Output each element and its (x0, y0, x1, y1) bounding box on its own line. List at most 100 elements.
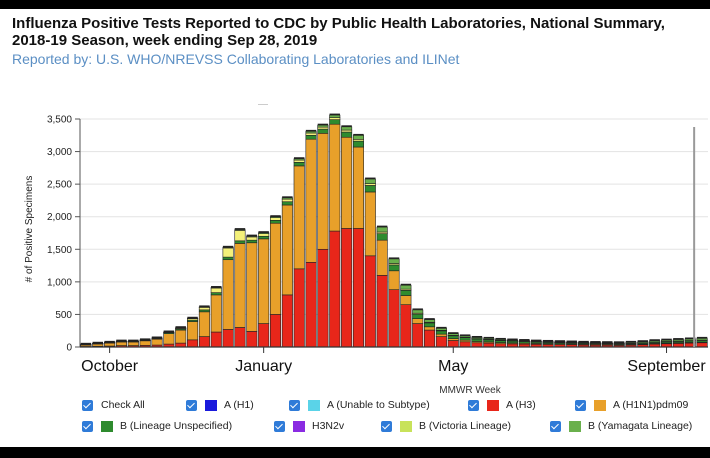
bar-segment (210, 294, 222, 333)
bar-segment (246, 235, 258, 238)
legend-item-a-h1[interactable]: A (H1) (186, 399, 254, 411)
bar-cap (673, 338, 684, 340)
checkbox-icon[interactable] (274, 420, 285, 432)
bar-segment (435, 333, 447, 337)
legend-label: B (Yamagata Lineage) (588, 420, 693, 432)
legend-check-all[interactable]: Check All (82, 399, 145, 411)
bar-segment (696, 342, 708, 348)
bar-cap (625, 340, 637, 343)
bar-segment (175, 327, 187, 329)
legend-swatch (487, 399, 499, 411)
bar-cap (661, 338, 672, 341)
checkbox-icon[interactable] (575, 399, 586, 411)
bar-segment (447, 340, 459, 348)
bar-segment (412, 309, 424, 314)
checkbox-icon[interactable] (381, 420, 392, 432)
bar-segment (412, 313, 424, 319)
bar-segment (151, 337, 163, 339)
bar-cap (258, 231, 269, 233)
legend-swatch (569, 420, 581, 432)
bar-cap (530, 339, 542, 342)
bar-segment (246, 242, 258, 332)
legend-item-h3n2v[interactable]: H3N2v (274, 420, 344, 432)
bar-segment (139, 339, 151, 341)
y-tick-label: 1,000 (47, 277, 72, 288)
legend-swatch (205, 399, 217, 411)
bar-segment (412, 323, 424, 348)
bar-segment (210, 287, 222, 289)
legend-label: H3N2v (312, 420, 345, 432)
bar-cap (199, 305, 210, 307)
bar-segment (258, 233, 270, 237)
chart-title: Influenza Positive Tests Reported to CDC… (12, 15, 702, 49)
bar-cap (116, 339, 127, 342)
legend-item-a-h3[interactable]: A (H3) (468, 399, 536, 411)
bar-segment (281, 198, 293, 203)
bar-segment (305, 138, 317, 263)
legend-item-b-lineage-unspecified[interactable]: B (Lineage Unspecified) (82, 420, 232, 432)
bar-segment (566, 341, 578, 343)
checkbox-icon[interactable] (289, 399, 300, 411)
legend-item-b-yamagata-lineage[interactable]: B (Yamagata Lineage) (550, 420, 692, 432)
bar-segment (495, 339, 507, 341)
x-month-label: September (627, 358, 706, 375)
bar-segment (198, 306, 210, 308)
bar-segment (589, 342, 601, 344)
bar-segment (364, 178, 376, 184)
checkbox-icon[interactable] (468, 399, 479, 411)
bar-cap (590, 341, 601, 343)
bar-cap (151, 336, 163, 339)
checkbox-icon[interactable] (550, 420, 561, 432)
bar-cap (507, 338, 518, 341)
bar-segment (246, 239, 258, 244)
bar-segment (471, 337, 483, 339)
bar-segment (341, 136, 353, 229)
bar-segment (281, 197, 293, 200)
bar-segment (222, 256, 234, 261)
bar-segment (435, 328, 447, 331)
legend-item-a-unable-to-subtype[interactable]: A (Unable to Subtype) (289, 399, 430, 411)
bar-segment (127, 341, 139, 346)
bar-cap (246, 234, 258, 237)
bar-cap (649, 339, 660, 341)
bar-cap (365, 177, 376, 180)
bar-segment (352, 228, 364, 348)
divider (258, 104, 268, 105)
bar-segment (187, 321, 199, 341)
legend-item-b-victoria-lineage[interactable]: B (Victoria Lineage) (381, 420, 511, 432)
bar-segment (210, 292, 222, 296)
bar-cap (459, 334, 471, 336)
bar-cap (519, 339, 530, 341)
bar-segment (258, 232, 270, 234)
y-tick-label: 2,500 (47, 180, 72, 191)
checkbox-icon[interactable] (82, 420, 93, 432)
legend-item-a-h1n1pdm09[interactable]: A (H1N1)pdm09 (575, 399, 688, 411)
bar-cap (448, 332, 459, 334)
bar-segment (376, 226, 388, 233)
x-axis-label: MMWR Week (439, 385, 501, 396)
checkbox-icon[interactable] (186, 399, 197, 411)
bar-segment (317, 128, 329, 134)
bar-segment (293, 162, 305, 167)
bar-segment (388, 270, 400, 290)
stacked-bar-chart: # of Positive Specimens 0 500 1,000 1,500 2,0… (24, 113, 708, 375)
bar-segment (104, 342, 116, 347)
bar-segment (269, 216, 282, 218)
bar-segment (424, 329, 436, 348)
bar-segment (672, 339, 684, 342)
bar-segment (281, 294, 293, 348)
bar-segment (483, 338, 495, 340)
checkbox-icon[interactable] (82, 399, 93, 411)
bar-cap (187, 316, 198, 319)
y-tick-label: 3,500 (47, 115, 72, 126)
bar-segment (341, 228, 353, 348)
title-line-2: 2018-19 Season, week ending Sep 28, 2019 (12, 32, 318, 49)
bar-segment (293, 165, 305, 270)
bar-cap (685, 337, 696, 339)
bar-segment (222, 329, 234, 348)
y-tick-label: 0 (66, 343, 72, 354)
bar-segment (198, 336, 210, 348)
bar-cap (270, 215, 281, 217)
bar-cap (602, 341, 613, 343)
bar-cap (139, 338, 151, 340)
